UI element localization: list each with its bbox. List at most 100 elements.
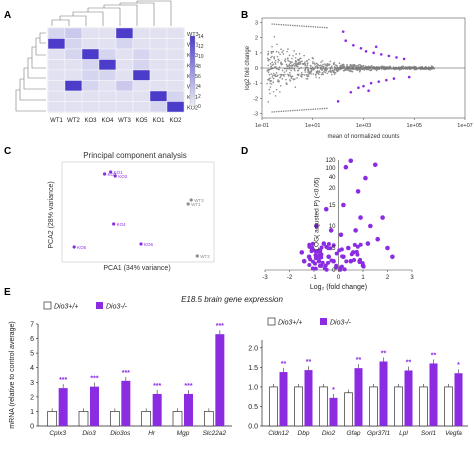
volcano-point: [299, 250, 305, 255]
ma-point-grey: [298, 59, 300, 62]
legend-label-wildtype: Dio3+/+: [54, 304, 79, 311]
heatmap-cell: [47, 27, 66, 39]
volcano-y-tick-label: 100: [325, 166, 336, 172]
ma-point-grey: [278, 68, 280, 71]
volcano-point: [346, 245, 351, 251]
pca-x-label: PCA1 (34% variance): [103, 265, 170, 272]
panel-letter-e: E: [4, 287, 11, 298]
ma-point-significant: [359, 47, 363, 50]
heatmap-cell: [166, 48, 185, 60]
ma-point-grey: [409, 68, 411, 71]
ma-point-grey: [306, 62, 309, 64]
ma-point-grey: [312, 108, 315, 111]
ma-point-grey: [324, 63, 326, 65]
ma-point-grey: [310, 25, 312, 28]
ma-point-grey: [280, 23, 283, 26]
volcano-point: [310, 241, 315, 246]
ma-point-grey: [275, 23, 278, 26]
ma-point-grey: [281, 69, 284, 72]
significance-stars: ***: [184, 383, 192, 390]
ma-point-grey: [294, 109, 296, 112]
significance-stars: **: [406, 359, 412, 366]
ma-point-grey: [306, 59, 309, 62]
legend-label-knockout: Dio3-/-: [106, 304, 128, 311]
ma-point-grey: [290, 75, 292, 78]
ma-point-grey: [304, 71, 307, 73]
ma-point-grey: [303, 74, 306, 76]
heatmap-cell: [115, 38, 134, 50]
heatmap-col-label: WT3: [118, 118, 131, 124]
heatmap-cell: [81, 59, 100, 71]
ma-point-grey: [317, 108, 319, 110]
ma-point-grey: [273, 23, 276, 26]
ma-point-grey: [278, 66, 281, 68]
ma-point-grey: [312, 73, 315, 75]
pca-y-label: PCA2 (28% variance): [48, 181, 55, 248]
bar-wildtype: [172, 411, 183, 427]
ma-point-grey: [300, 73, 303, 76]
heatmap-row-label: WT3: [187, 32, 199, 38]
ma-point-grey: [296, 77, 298, 79]
bar-y-tick-label: 1.5: [248, 365, 258, 372]
ma-point-grey: [278, 23, 280, 26]
pca-point-wt: [189, 198, 193, 202]
ma-point-grey: [274, 75, 277, 78]
volcano-point: [307, 263, 312, 268]
heatmap-cell: [98, 48, 117, 60]
ma-point-significant: [387, 54, 391, 58]
bar-y-tick-label: 2.0: [248, 345, 258, 352]
ma-point-grey: [320, 61, 322, 63]
ma-point-grey: [354, 65, 357, 67]
volcano-point: [355, 189, 361, 194]
ma-point-grey: [326, 68, 329, 70]
bar-category-label: Gfap: [346, 430, 360, 437]
ma-point-grey: [267, 64, 269, 67]
ma-point-grey: [351, 64, 353, 66]
ma-y-label: log2 fold change: [245, 45, 251, 90]
ma-point-grey: [299, 62, 301, 65]
ma-point-grey: [294, 57, 297, 59]
ma-point-grey: [318, 64, 321, 67]
legend-swatch-wildtype: [267, 317, 276, 326]
ma-point-grey: [274, 61, 276, 64]
ma-point-grey: [289, 79, 292, 82]
bar-wildtype: [203, 411, 214, 427]
ma-point-grey: [304, 64, 306, 67]
ma-point-grey: [279, 75, 282, 78]
heatmap-cell: [149, 38, 168, 50]
volcano-point: [326, 241, 331, 246]
ma-point-grey: [278, 59, 280, 62]
colorbar-tick-label: 2: [198, 94, 201, 100]
ma-point-grey: [312, 57, 315, 60]
ma-point-grey: [296, 65, 298, 68]
volcano-point: [358, 242, 363, 247]
ma-point-grey: [296, 58, 299, 61]
bar-knockout: [379, 361, 388, 426]
volcano-point: [317, 255, 322, 260]
ma-point-grey: [318, 77, 321, 79]
ma-point-grey: [319, 26, 321, 29]
ma-point-grey: [333, 73, 336, 75]
heatmap-cell: [166, 80, 185, 92]
ma-point-grey: [370, 65, 373, 67]
ma-point-significant: [369, 81, 373, 85]
heatmap-cell: [115, 101, 134, 113]
volcano-point: [348, 258, 354, 264]
heatmap-cell: [98, 69, 117, 81]
ma-point-grey: [271, 45, 273, 48]
ma-point-grey: [283, 71, 286, 73]
volcano-x-tick-label: 3: [410, 275, 414, 281]
heatmap-cell: [81, 101, 100, 113]
heatmap-cell: [132, 59, 151, 71]
ma-point-grey: [304, 68, 307, 70]
ma-point-significant: [357, 86, 360, 89]
ma-point-grey: [297, 61, 300, 64]
ma-point-grey: [365, 68, 367, 70]
ma-point-grey: [294, 59, 297, 62]
bar-y-tick-label: 2: [30, 394, 34, 401]
ma-point-grey: [298, 109, 301, 111]
heatmap-cell: [132, 48, 151, 60]
legend-swatch-knockout: [96, 302, 103, 309]
heatmap-cell: [98, 80, 117, 92]
volcano-point: [342, 267, 347, 272]
